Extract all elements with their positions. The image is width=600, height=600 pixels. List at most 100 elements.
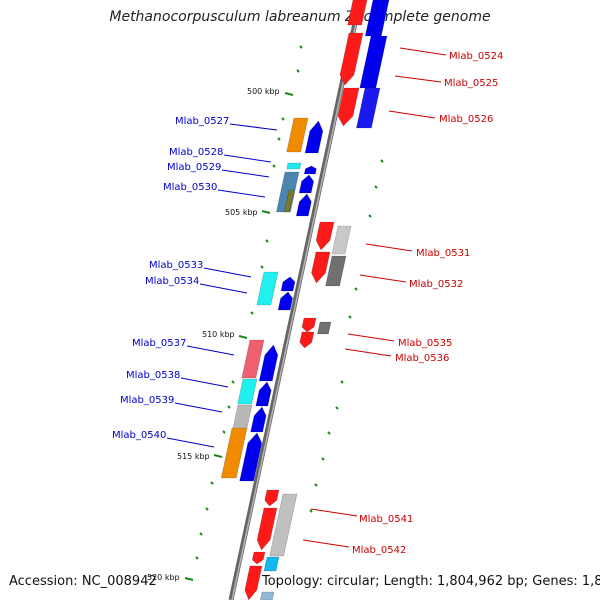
gene-block-mlab-0542[interactable]: [256, 507, 278, 551]
gene-label-line: [223, 154, 272, 163]
gene-block-mlab-0540b[interactable]: [239, 432, 263, 482]
gene-block-mlab-0528b[interactable]: [303, 165, 317, 175]
genome-backbone-highlight: [231, 0, 362, 600]
gene-block-mlab-0533[interactable]: [256, 271, 279, 306]
gene-label-line: [221, 169, 270, 178]
gene-block-mlab-0530-olive[interactable]: [283, 189, 295, 213]
gene-block-mlab-0544[interactable]: [244, 565, 263, 600]
gene-block-grey-0531[interactable]: [331, 225, 352, 255]
gene-block-mlab-0533b[interactable]: [280, 276, 296, 292]
gene-label-mlab-0542[interactable]: Mlab_0542: [352, 545, 406, 556]
scale-label-500: 500 kbp: [247, 87, 280, 96]
gene-block-mlab-0537b[interactable]: [258, 344, 279, 382]
gene-label-line: [359, 274, 407, 283]
gene-block-mlab-0534[interactable]: [277, 291, 293, 311]
gene-block-mlab-0541a[interactable]: [264, 489, 280, 507]
gene-block-cyan-0543[interactable]: [263, 556, 280, 572]
gene-block-mlab-0525[interactable]: [339, 32, 364, 86]
gene-label-line: [344, 348, 392, 357]
gene-label-mlab-0530[interactable]: Mlab_0530: [163, 182, 217, 193]
gene-block-mlab-0530b[interactable]: [295, 193, 312, 217]
gene-label-line: [399, 47, 447, 56]
gene-label-mlab-0529[interactable]: Mlab_0529: [167, 162, 221, 173]
gene-block-0545[interactable]: [259, 591, 275, 600]
gene-label-mlab-0536[interactable]: Mlab_0536: [395, 353, 449, 364]
gene-label-mlab-0527[interactable]: Mlab_0527: [175, 116, 229, 127]
scale-minor-tick: [368, 214, 372, 218]
scale-minor-tick: [374, 185, 378, 189]
gene-label-mlab-0538[interactable]: Mlab_0538: [126, 370, 180, 381]
gene-block-mlab-0524-top[interactable]: [364, 0, 390, 37]
gene-block-mlab-0538[interactable]: [237, 378, 258, 405]
scale-tick-515: [213, 454, 223, 458]
scale-minor-tick: [250, 311, 254, 315]
gene-label-line: [394, 75, 442, 83]
accession-text: Accession: NC_008942: [9, 574, 157, 589]
gene-block-mlab-0538b[interactable]: [255, 381, 272, 407]
gene-label-line: [180, 377, 229, 388]
scale-minor-tick: [327, 431, 331, 435]
gene-label-line: [388, 110, 436, 119]
gene-block-mlab-0524[interactable]: [359, 35, 388, 89]
gene-block-grey-0541[interactable]: [269, 493, 298, 557]
gene-label-mlab-0532[interactable]: Mlab_0532: [409, 279, 463, 290]
scale-minor-tick: [321, 457, 325, 461]
gene-block-mlab-0529[interactable]: [298, 174, 314, 194]
gene-block-grey-0535[interactable]: [317, 321, 332, 335]
gene-block-mlab-0525b[interactable]: [356, 87, 381, 129]
gene-block-mlab-0535[interactable]: [301, 317, 317, 333]
scale-minor-tick: [260, 265, 264, 269]
gene-label-line: [174, 402, 223, 413]
gene-label-mlab-0524[interactable]: Mlab_0524: [449, 51, 503, 62]
gene-label-mlab-0541[interactable]: Mlab_0541: [359, 514, 413, 525]
topology-text: Topology: circular; Length: 1,804,962 bp…: [262, 574, 600, 589]
scale-minor-tick: [277, 137, 281, 141]
gene-label-mlab-0539[interactable]: Mlab_0539: [120, 395, 174, 406]
gene-features: [220, 0, 390, 600]
gene-block-mlab-0536[interactable]: [299, 331, 315, 349]
gene-label-mlab-0535[interactable]: Mlab_0535: [398, 338, 452, 349]
gene-label-mlab-0526[interactable]: Mlab_0526: [439, 114, 493, 125]
scale-minor-tick: [299, 45, 303, 49]
gene-label-mlab-0531[interactable]: Mlab_0531: [416, 248, 470, 259]
gene-block-mlab-0539b[interactable]: [250, 406, 267, 433]
scale-tick-505: [261, 210, 271, 214]
gene-block-mlab-0527-orange[interactable]: [286, 117, 309, 153]
gene-block-mlab-0537[interactable]: [241, 339, 265, 379]
scale-tick-510: [238, 335, 248, 339]
scale-minor-tick: [296, 69, 300, 73]
gene-block-mlab-0540[interactable]: [220, 427, 248, 479]
right-gene-labels: Mlab_0524 Mlab_0525 Mlab_0526 Mlab_0531 …: [302, 47, 503, 556]
gene-label-mlab-0534[interactable]: Mlab_0534: [145, 276, 199, 287]
gene-label-line: [203, 267, 252, 278]
gene-block-mlab-0526[interactable]: [337, 87, 360, 127]
gene-label-mlab-0525[interactable]: Mlab_0525: [444, 78, 498, 89]
gene-label-line: [217, 189, 266, 198]
scale-minor-tick: [314, 483, 318, 487]
gene-block-mlab-0531[interactable]: [315, 221, 335, 251]
gene-label-mlab-0528[interactable]: Mlab_0528: [169, 147, 223, 158]
gene-label-mlab-0533[interactable]: Mlab_0533: [149, 260, 203, 271]
scale-ticks: [195, 45, 384, 560]
left-gene-labels: Mlab_0527 Mlab_0528 Mlab_0529 Mlab_0530 …: [112, 116, 278, 448]
gene-label-mlab-0540[interactable]: Mlab_0540: [112, 430, 166, 441]
gene-block-mlab-0528[interactable]: [286, 162, 302, 170]
scale-minor-tick: [281, 117, 285, 121]
gene-block-mlab-0539[interactable]: [232, 404, 253, 430]
scale-label-510: 510 kbp: [202, 330, 235, 339]
scale-minor-tick: [380, 159, 384, 163]
genome-title: Methanocorpusculum labreanum Z, complete…: [109, 9, 491, 25]
gene-block-mlab-0527[interactable]: [304, 120, 324, 154]
gene-block-mlab-0523[interactable]: [347, 0, 368, 26]
gene-block-mlab-0530[interactable]: [276, 171, 300, 213]
gene-block-grey-0532[interactable]: [325, 255, 347, 287]
gene-label-mlab-0537[interactable]: Mlab_0537: [132, 338, 186, 349]
scale-label-515: 515 kbp: [177, 452, 210, 461]
gene-label-line: [310, 508, 358, 517]
scale-minor-tick: [354, 287, 358, 291]
gene-block-mlab-0532[interactable]: [311, 251, 331, 284]
gene-label-line: [365, 243, 413, 252]
scale-minor-tick: [340, 380, 344, 384]
gene-block-mlab-0543[interactable]: [251, 551, 266, 565]
